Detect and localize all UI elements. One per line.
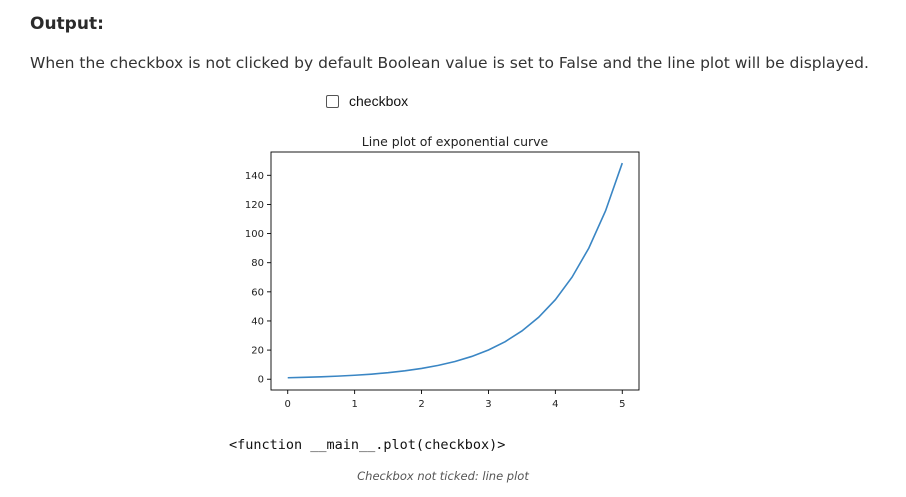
y-tick-label: 60 [251,287,264,298]
y-tick-label: 100 [245,229,264,240]
function-repr-output: <function __main__.plot(checkbox)> [229,437,506,453]
x-axis: 0 1 2 3 4 5 [285,390,625,410]
y-tick-label: 80 [251,258,264,269]
y-tick-label: 40 [251,316,264,327]
exponential-curve-line [287,162,624,379]
plot-frame [270,151,640,391]
y-tick-label: 0 [258,375,264,386]
y-tick-label: 120 [245,200,264,211]
line-chart: Line plot of exponential curve 0 1 2 3 4 5 0 2… [245,134,640,410]
checkbox-box[interactable] [326,94,339,108]
x-tick-label: 0 [285,399,291,410]
y-axis: 0 20 40 60 80 100 120 140 [245,171,271,386]
x-tick-label: 4 [552,399,558,410]
description-text: When the checkbox is not clicked by defa… [30,54,869,72]
y-tick-label: 20 [251,346,264,357]
chart-title: Line plot of exponential curve [362,134,549,149]
x-tick-label: 5 [619,399,625,410]
y-tick-label: 140 [245,171,264,182]
x-tick-label: 2 [418,399,424,410]
output-heading: Output: [30,14,104,34]
figure-caption: Checkbox not ticked: line plot [357,469,529,483]
checkbox-control[interactable]: checkbox [326,93,408,109]
x-tick-label: 3 [485,399,491,410]
checkbox-label[interactable]: checkbox [349,93,409,109]
x-tick-label: 1 [351,399,357,410]
